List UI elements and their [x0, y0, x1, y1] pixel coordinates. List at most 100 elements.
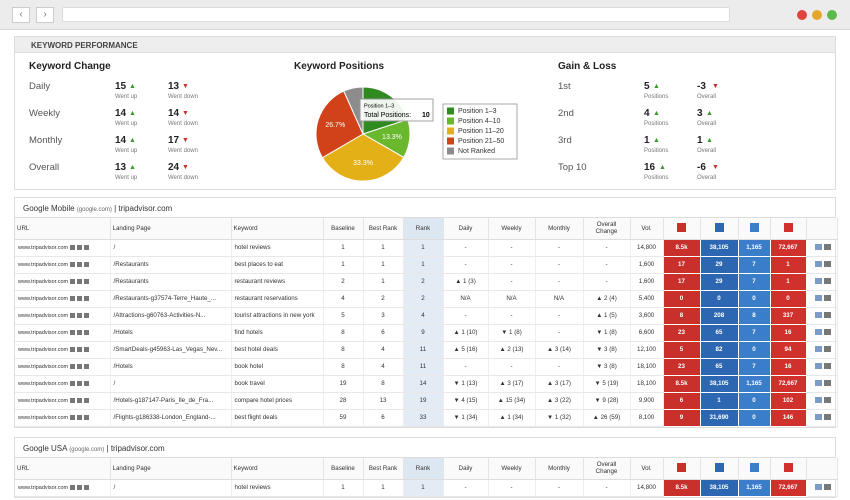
up-count: 15 — [115, 81, 127, 92]
cell-text: 33 — [419, 414, 427, 421]
url-icon — [77, 329, 83, 335]
cell-text: 8,100 — [638, 414, 655, 421]
back-button[interactable]: ‹ — [12, 7, 30, 23]
cell-text: www.tripadvisor.com — [18, 313, 69, 319]
table-cell: www.tripadvisor.com — [15, 479, 111, 497]
table-cell: ▲ 2 (13) — [488, 341, 536, 359]
cell-text: ▲ 3 (17) — [546, 380, 571, 387]
cell-text: - — [464, 484, 467, 491]
cell-text: tourist attractions in new york — [234, 312, 315, 319]
social-count: 0 — [699, 289, 739, 308]
social-count: 146 — [769, 408, 807, 427]
cell-text: 29 — [715, 261, 723, 268]
cell-text: 4 — [421, 312, 425, 319]
monitor-icon — [823, 380, 831, 387]
social-count: 0 — [737, 340, 771, 359]
section-title: Gain & Loss — [558, 61, 617, 72]
table-cell: ▼ 4 (15) — [443, 392, 489, 410]
cell-text: - — [464, 244, 467, 251]
cell-text: 65 — [715, 363, 723, 370]
cell-text: 17 — [678, 261, 685, 268]
cell-text: 7 — [752, 329, 756, 336]
cell-text: 8.5k — [675, 380, 688, 387]
social-count: 16 — [769, 323, 807, 342]
card-title: Google USA (google.com) | tripadvisor.co… — [15, 438, 835, 458]
url-icon — [77, 380, 83, 386]
url-icon — [70, 244, 76, 250]
monitor-icon — [823, 329, 831, 336]
cell-text: N/A — [506, 295, 517, 302]
cell-text: www.tripadvisor.com — [18, 330, 69, 336]
cell-text: 1,165 — [746, 484, 762, 491]
address-bar[interactable] — [62, 7, 730, 22]
table-cell: - — [443, 239, 489, 257]
overall-value: 1 — [697, 135, 703, 146]
row-tools — [806, 290, 838, 308]
chart-icon — [814, 397, 822, 404]
down-count: 24 — [168, 162, 180, 173]
chart-icon — [814, 414, 822, 421]
arrow-icon: ▼ — [182, 83, 189, 90]
monitor-icon — [823, 484, 831, 491]
table-cell: - — [535, 479, 584, 497]
maximize-dot[interactable] — [827, 10, 837, 20]
table-cell: 13 — [363, 392, 404, 410]
table-cell: ▲ 3 (14) — [535, 341, 584, 359]
table-cell: ▼ 1 (8) — [583, 324, 631, 342]
cell-text: 1 — [421, 261, 425, 268]
social-count: 1,165 — [737, 374, 771, 393]
monitor-icon — [823, 312, 831, 319]
legend-swatch — [447, 147, 454, 155]
social-count: 0 — [737, 289, 771, 308]
social-count: 23 — [662, 323, 701, 342]
table-cell: - — [443, 358, 489, 376]
table-cell: 59 — [323, 409, 364, 427]
arrow-icon: ▲ — [659, 164, 666, 171]
cell-text: ▼ 5 (19) — [594, 380, 619, 387]
social-count: 29 — [699, 272, 739, 291]
url-icon — [84, 397, 90, 403]
table-cell: ▲ 15 (34) — [488, 392, 536, 410]
url-icon — [77, 363, 83, 369]
table-cell: 1,600 — [630, 256, 664, 274]
chart-icon — [814, 363, 822, 370]
tooltip-box — [359, 98, 434, 122]
url-icon — [70, 414, 76, 420]
social-count: 8 — [737, 306, 771, 325]
down-label: Went down — [168, 94, 198, 100]
cell-text: 1 — [341, 484, 345, 491]
arrow-icon: ▼ — [712, 164, 719, 171]
cell-text: - — [605, 244, 608, 251]
engine-name: Google USA — [23, 444, 68, 453]
column-header: Weekly — [488, 218, 536, 240]
pie-slice — [315, 90, 364, 159]
site-name: | tripadvisor.com — [106, 444, 165, 453]
cell-text: www.tripadvisor.com — [18, 381, 69, 387]
table-cell: best hotel deals — [231, 341, 324, 359]
cell-text: / — [113, 380, 116, 387]
cell-text: ▲ 2 (4) — [596, 295, 617, 302]
cell-text: 28 — [339, 397, 347, 404]
table-row: www.tripadvisor.com/Attractions-g60763-A… — [15, 306, 838, 325]
table-cell: ▲ 1 (3) — [443, 273, 489, 291]
table-cell: 14,800 — [630, 479, 664, 497]
social-count: 72,667 — [769, 374, 807, 393]
table-cell: ▲ 1 (34) — [488, 409, 536, 427]
cell-text: / — [113, 484, 116, 491]
forward-button[interactable]: › — [36, 7, 54, 23]
cell-text: 7 — [752, 261, 756, 268]
cell-text: - — [557, 244, 561, 251]
table-cell: 19 — [323, 375, 364, 393]
cell-text: 1 — [381, 484, 385, 491]
row-tools — [806, 256, 838, 274]
minimize-dot[interactable] — [812, 10, 822, 20]
close-dot[interactable] — [797, 10, 807, 20]
table-cell: 9,900 — [630, 392, 664, 410]
url-icon — [84, 414, 90, 420]
cell-text: 5 — [679, 346, 684, 353]
cell-text: ▼ 1 (34) — [453, 414, 478, 421]
table-cell: 4 — [403, 307, 444, 325]
table-row: www.tripadvisor.com/Flights-g186338-Lond… — [15, 408, 838, 427]
table-cell: N/A — [488, 290, 536, 308]
social-icon — [783, 462, 793, 472]
